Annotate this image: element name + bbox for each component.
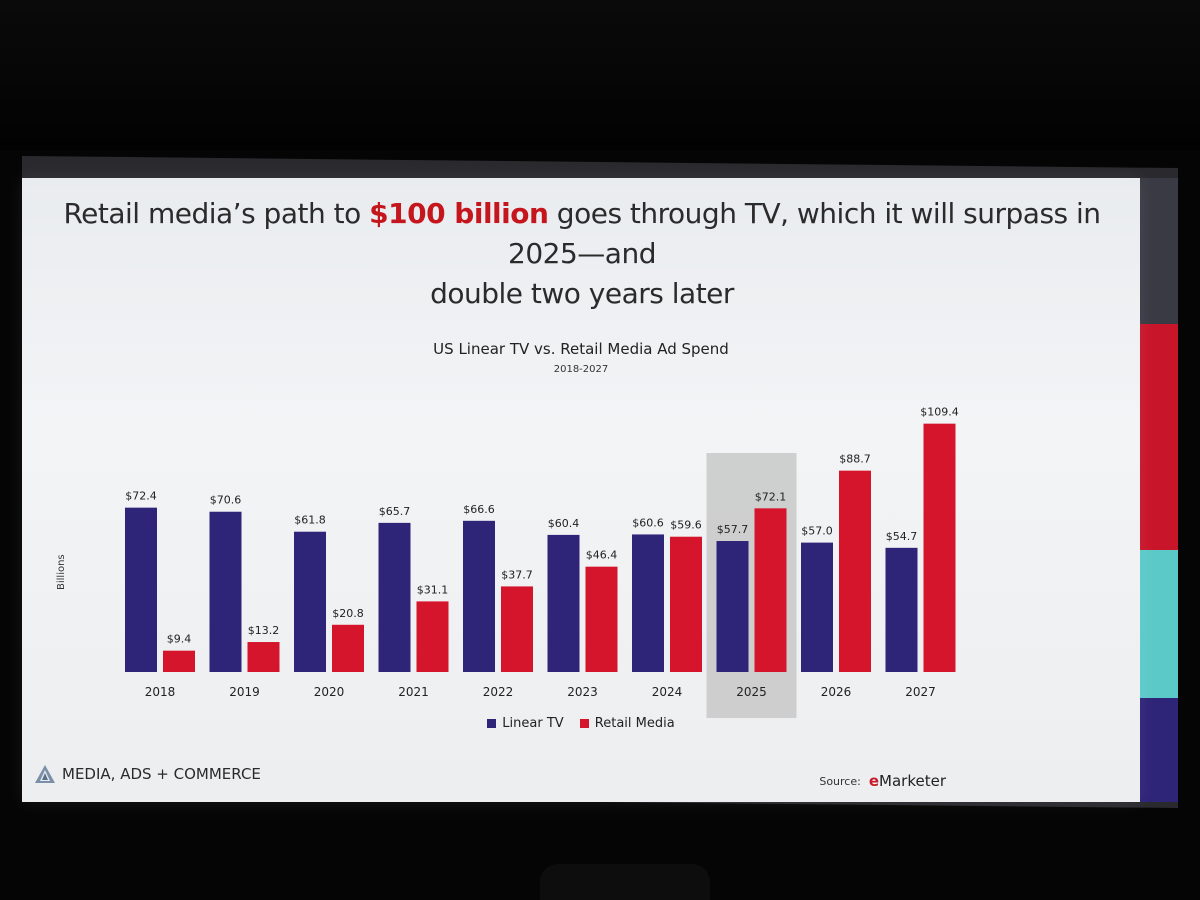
bar-linear-tv-2021	[378, 522, 411, 672]
x-tick-label-2026: 2026	[821, 685, 852, 699]
source-credit: Source: eMarketer	[819, 772, 946, 790]
x-tick-label-2021: 2021	[398, 685, 429, 699]
data-label-linear-tv-2023: $60.4	[548, 517, 580, 530]
bar-retail-media-2018	[163, 650, 195, 672]
data-label-retail-media-2025: $72.1	[755, 490, 787, 503]
bar-retail-media-2024	[670, 536, 702, 672]
stripe-navy	[1140, 698, 1178, 802]
presentation-slide: Retail media’s path to $100 billion goes…	[22, 178, 1140, 802]
data-label-linear-tv-2020: $61.8	[294, 514, 326, 527]
data-label-linear-tv-2018: $72.4	[125, 490, 157, 503]
source-label: Source:	[819, 774, 861, 788]
bar-linear-tv-2026	[801, 542, 833, 672]
data-label-linear-tv-2019: $70.6	[210, 494, 242, 507]
x-tick-label-2022: 2022	[483, 685, 514, 699]
legend-item-linear-tv: Linear TV	[487, 716, 564, 731]
data-label-linear-tv-2026: $57.0	[801, 525, 833, 538]
bar-retail-media-2021	[416, 601, 449, 672]
legend-swatch-linear-tv	[487, 719, 497, 728]
bar-linear-tv-2019	[209, 511, 242, 672]
chart-legend: Linear TV Retail Media	[22, 716, 1140, 732]
legend-item-retail-media: Retail Media	[579, 716, 675, 731]
bar-linear-tv-2022	[463, 520, 495, 672]
data-label-linear-tv-2027: $54.7	[886, 530, 918, 543]
data-label-retail-media-2018: $9.4	[167, 633, 192, 646]
slide-headline: Retail media’s path to $100 billion goes…	[52, 194, 1112, 314]
x-tick-label-2019: 2019	[229, 685, 260, 699]
legend-swatch-retail-media	[579, 719, 589, 728]
audience-seat-silhouette	[540, 864, 710, 900]
x-tick-label-2027: 2027	[905, 685, 936, 699]
bar-linear-tv-2018	[125, 507, 157, 672]
data-label-linear-tv-2021: $65.7	[379, 505, 411, 518]
headline-part1: Retail media’s path to	[63, 197, 370, 230]
stripe-dark	[1140, 178, 1178, 324]
chart-title: US Linear TV vs. Retail Media Ad Spend	[433, 340, 729, 358]
bar-retail-media-2019	[247, 642, 280, 672]
bar-retail-media-2020	[332, 624, 364, 672]
x-tick-label-2023: 2023	[567, 685, 598, 699]
bar-chart: $72.4 $9.4 2018 $70.6 $13.2 2019 $61.8 $20.8 202…	[125, 406, 959, 718]
data-label-retail-media-2019: $13.2	[248, 624, 280, 637]
emarketer-logo: eMarketer	[869, 772, 946, 790]
headline-line2: double two years later	[430, 277, 734, 310]
headline-accent: $100 billion	[369, 197, 549, 230]
bar-linear-tv-2025	[716, 541, 749, 672]
legend-label-linear-tv: Linear TV	[502, 716, 564, 731]
emarketer-logo-text: Marketer	[879, 772, 946, 790]
stripe-teal	[1140, 550, 1178, 698]
bar-retail-media-2026	[839, 470, 871, 672]
side-color-stripes	[1140, 178, 1178, 802]
data-label-linear-tv-2022: $66.6	[463, 503, 495, 516]
bar-retail-media-2025	[754, 508, 787, 672]
room-background	[0, 0, 1200, 150]
bar-retail-media-2023	[585, 566, 618, 672]
legend-label-retail-media: Retail Media	[594, 716, 675, 731]
data-label-retail-media-2023: $46.4	[586, 549, 618, 562]
data-label-retail-media-2022: $37.7	[501, 568, 533, 581]
chart-subtitle: 2018-2027	[553, 364, 609, 375]
data-label-linear-tv-2025: $57.7	[717, 523, 749, 536]
stripe-red	[1140, 324, 1178, 550]
emarketer-logo-letter: e	[868, 772, 880, 790]
brand-logo: MEDIA, ADS + COMMERCE	[34, 764, 261, 784]
brand-name: MEDIA, ADS + COMMERCE	[62, 765, 261, 783]
bar-linear-tv-2020	[294, 531, 326, 672]
bar-retail-media-2027	[923, 423, 956, 672]
x-tick-label-2024: 2024	[652, 685, 683, 699]
bar-linear-tv-2027	[885, 547, 918, 672]
bar-linear-tv-2024	[632, 534, 664, 672]
data-label-retail-media-2027: $109.4	[920, 406, 959, 419]
data-label-retail-media-2026: $88.7	[839, 453, 871, 466]
data-label-linear-tv-2024: $60.6	[632, 516, 664, 529]
triangle-logo-icon	[35, 765, 55, 783]
bar-linear-tv-2023	[547, 534, 580, 672]
x-tick-label-2025: 2025	[736, 685, 767, 699]
data-label-retail-media-2024: $59.6	[670, 519, 702, 532]
data-label-retail-media-2021: $31.1	[417, 583, 449, 596]
data-label-retail-media-2020: $20.8	[332, 607, 364, 620]
headline-part2: goes through TV, which it will surpass i…	[508, 197, 1101, 270]
x-tick-label-2020: 2020	[314, 685, 345, 699]
x-tick-label-2018: 2018	[145, 685, 176, 699]
bar-retail-media-2022	[501, 586, 533, 672]
